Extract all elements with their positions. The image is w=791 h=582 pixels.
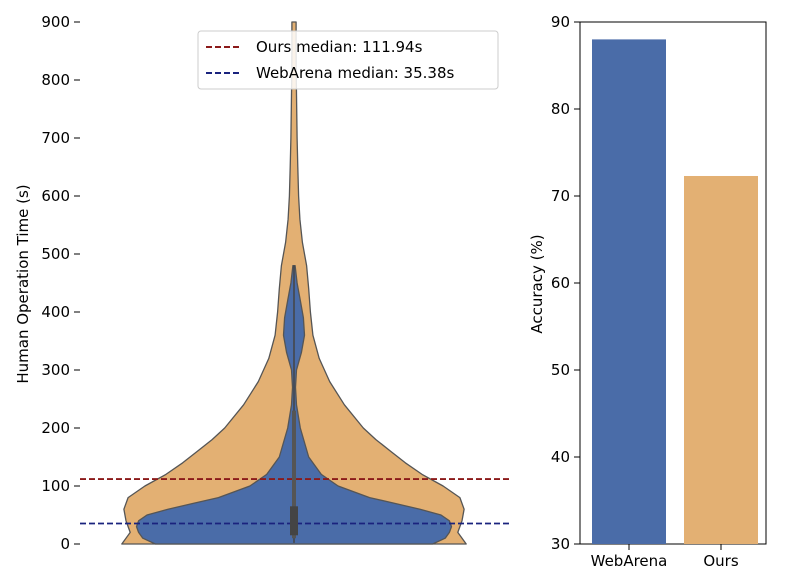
bars <box>592 39 758 545</box>
y-tick-label-right-40: 40 <box>551 448 570 466</box>
y-axis-left: 0 100 200 300 400 500 600 700 800 900 <box>41 13 80 553</box>
y-tick-label-right-80: 80 <box>551 100 570 118</box>
bar-webarena <box>592 39 666 545</box>
y-tick-label-left-0: 0 <box>60 535 70 553</box>
x-tick-label-ours: Ours <box>703 552 738 570</box>
bar-ours <box>684 175 758 545</box>
y-tick-label-left-100: 100 <box>41 477 70 495</box>
legend: Ours median: 111.94s WebArena median: 35… <box>197 30 499 90</box>
legend-label-webarena: WebArena median: 35.38s <box>256 64 454 82</box>
y-tick-label-right-50: 50 <box>551 361 570 379</box>
y-tick-label-right-60: 60 <box>551 274 570 292</box>
y-axis-right: 30 40 50 60 70 80 90 <box>551 13 580 553</box>
y-tick-label-left-200: 200 <box>41 419 70 437</box>
y-tick-label-right-30: 30 <box>551 535 570 553</box>
inner-box <box>290 265 298 543</box>
bar-panel: 30 40 50 60 70 80 90 WebArena Ours Accuracy (%) <box>528 13 767 570</box>
y-tick-label-left-400: 400 <box>41 303 70 321</box>
violin-panel: 0 100 200 300 400 500 600 700 800 900 Human Opera… <box>14 13 510 553</box>
y-tick-label-right-70: 70 <box>551 187 570 205</box>
y-tick-label-right-90: 90 <box>551 13 570 31</box>
x-axis-right: WebArena Ours <box>591 544 739 570</box>
y-tick-label-left-700: 700 <box>41 129 70 147</box>
iqr-box <box>290 506 298 536</box>
x-tick-label-webarena: WebArena <box>591 552 668 570</box>
y-axis-label-right: Accuracy (%) <box>528 234 546 333</box>
legend-frame <box>197 30 499 90</box>
y-tick-label-left-900: 900 <box>41 13 70 31</box>
legend-label-ours: Ours median: 111.94s <box>256 38 423 56</box>
y-tick-label-left-600: 600 <box>41 187 70 205</box>
y-tick-label-left-500: 500 <box>41 245 70 263</box>
y-axis-label-left: Human Operation Time (s) <box>14 184 32 383</box>
y-tick-label-left-800: 800 <box>41 71 70 89</box>
y-tick-label-left-300: 300 <box>41 361 70 379</box>
